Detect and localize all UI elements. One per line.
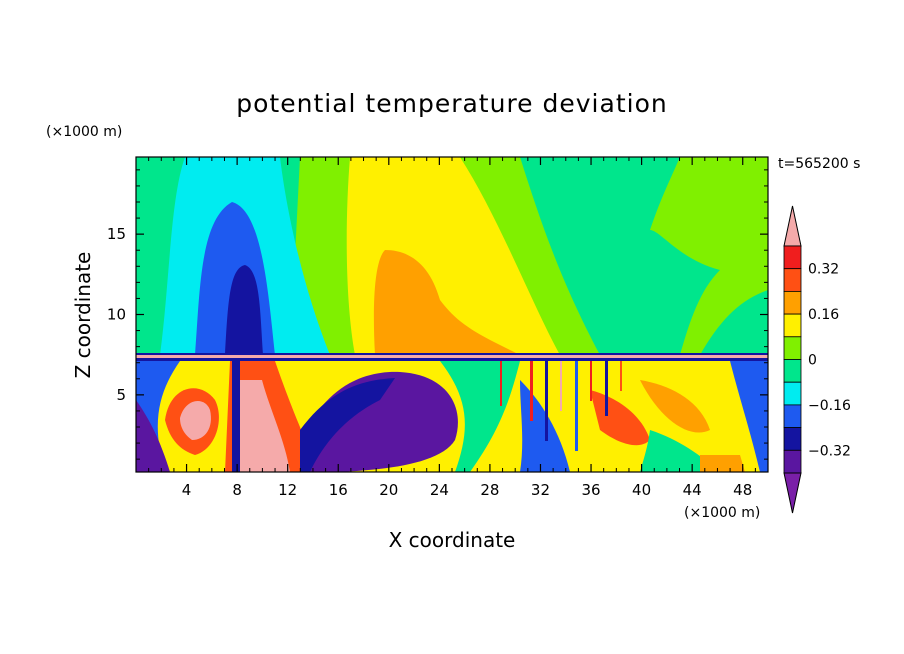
x-axis-label: X coordinate [389, 528, 516, 552]
x-tick-label: 40 [632, 481, 651, 499]
field-streak [560, 361, 562, 411]
colorbar-label: 0.32 [808, 262, 839, 278]
colorbar-box [783, 427, 802, 451]
field-streak [605, 361, 608, 416]
colorbar-label: −0.16 [808, 398, 851, 414]
colorbar-box [783, 336, 802, 360]
colorbar-label: 0.16 [808, 307, 839, 323]
colorbar: 0.32 0.16 0 −0.16 −0.32 [783, 205, 851, 514]
y-axis-unit: (×1000 m) [46, 124, 122, 140]
field-navy-blob-edge [300, 378, 395, 472]
x-tick-label: 4 [182, 481, 192, 499]
x-tick-label: 12 [278, 481, 297, 499]
colorbar-box [783, 381, 802, 406]
field-navy-plume [225, 265, 263, 355]
chart-title: potential temperature deviation [236, 89, 667, 118]
colorbar-box [783, 313, 802, 338]
colorbar-box [783, 449, 802, 474]
x-tick-label: 16 [329, 481, 348, 499]
y-axis-label: Z coordinate [71, 252, 95, 379]
x-tick-label: 32 [531, 481, 550, 499]
x-tick-label: 48 [733, 481, 752, 499]
colorbar-box [783, 268, 802, 292]
x-tick-label: 24 [430, 481, 449, 499]
colorbar-box [783, 290, 802, 315]
colorbar-box [783, 245, 802, 270]
x-tick-label: 20 [379, 481, 398, 499]
field-navy-column [232, 361, 240, 472]
x-tick-label: 44 [683, 481, 702, 499]
field-orange-bottom-right [700, 455, 745, 472]
colorbar-box [783, 359, 802, 383]
field-light-green-far-right [650, 157, 768, 355]
x-tick-label: 28 [480, 481, 499, 499]
x-axis-unit: (×1000 m) [684, 505, 760, 521]
colorbar-box [783, 404, 802, 428]
field-streak [590, 361, 592, 401]
y-tick-label: 10 [107, 306, 126, 324]
field-lower-left-purple [136, 400, 170, 472]
field-pink-swirl [180, 400, 211, 440]
colorbar-label: 0 [808, 353, 817, 369]
colorbar-max-triangle [783, 205, 802, 247]
field-light-green-right [460, 157, 600, 355]
colorbar-min-triangle [783, 472, 802, 514]
field-streak [620, 361, 622, 391]
field-blue-right-edge [730, 361, 768, 472]
y-tick-label: 5 [116, 386, 126, 404]
y-tick-label: 15 [107, 225, 126, 243]
x-tick-label: 8 [232, 481, 242, 499]
field-streak [500, 361, 502, 406]
time-label: t=565200 s [778, 156, 860, 172]
x-tick-label: 36 [581, 481, 600, 499]
field-streak [575, 361, 578, 451]
field-pink-column [240, 380, 290, 472]
contour-field [136, 157, 768, 472]
field-orange-lower [640, 380, 710, 433]
field-streak [545, 361, 548, 441]
field-orange-bump [373, 250, 520, 355]
field-streak [530, 361, 533, 421]
colorbar-label: −0.32 [808, 443, 851, 459]
field-inversion-highlight [136, 355, 768, 358]
